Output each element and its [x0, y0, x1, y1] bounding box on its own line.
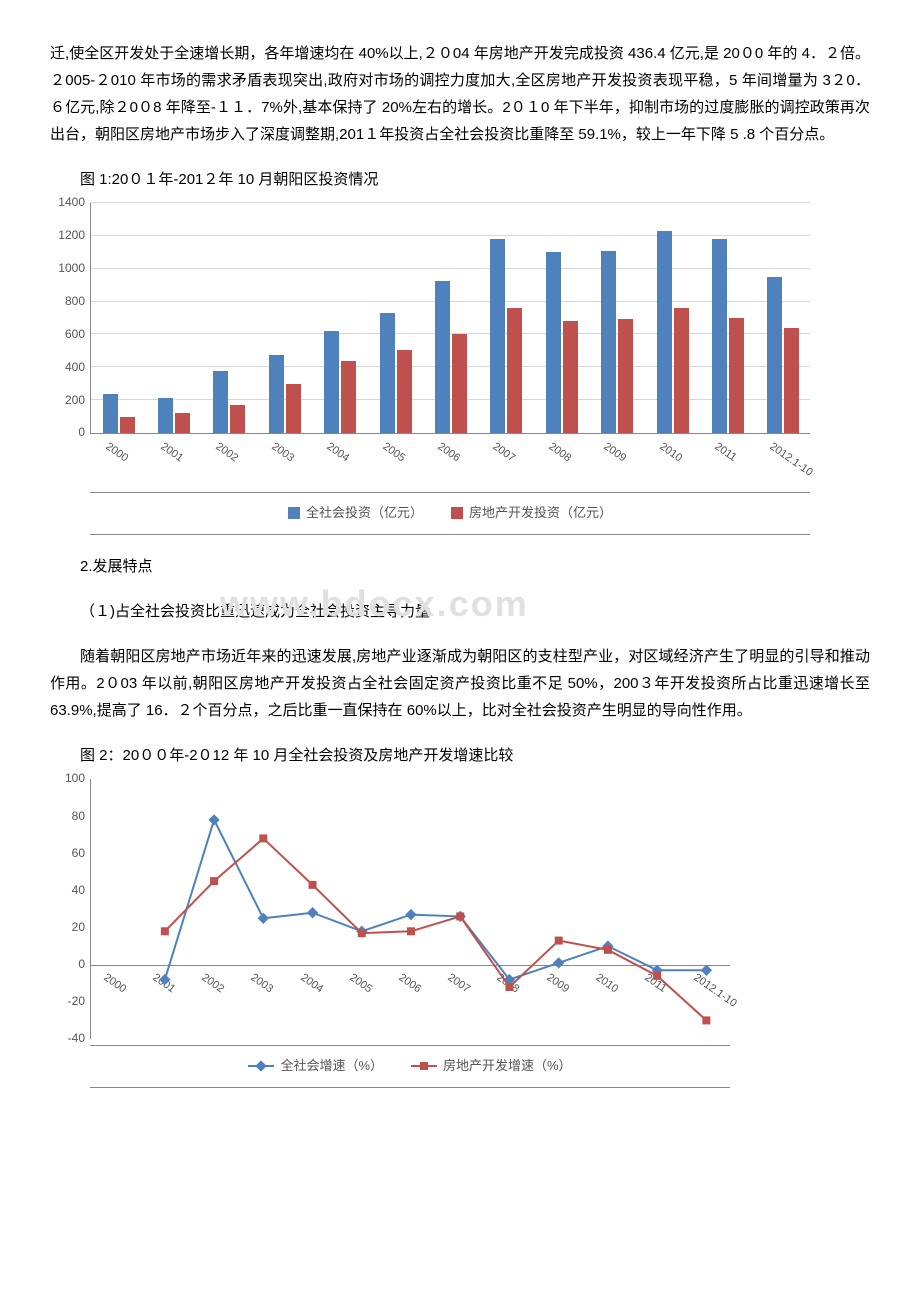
y-tick: 600 [51, 324, 85, 346]
x-label: 2012.1-10 [765, 438, 817, 483]
bar [674, 308, 689, 433]
chart2-container: -40-200204060801002000200120022003200420… [50, 779, 870, 1088]
legend-item: 房地产开发投资（亿元） [451, 501, 612, 524]
y-tick: 0 [51, 422, 85, 444]
bar-x-labels: 2000 2001 2002 2003 2004 2005 2006 2007 2008 2009… [90, 438, 810, 486]
chart1-container: 0200400600800100012001400 20002001200220… [50, 203, 870, 535]
line-legend: 全社会增速（%） 房地产开发增速（%） [90, 1045, 730, 1088]
bar [490, 239, 505, 433]
bar [158, 398, 173, 433]
y-tick: 200 [51, 389, 85, 411]
bar [657, 231, 672, 433]
bar [103, 394, 118, 433]
bar [784, 328, 799, 433]
legend-item: 全社会投资（亿元） [288, 501, 423, 524]
bar [729, 318, 744, 433]
bar [712, 239, 727, 433]
y-tick: 20 [55, 917, 85, 939]
legend-item: 房地产开发增速（%） [411, 1054, 572, 1077]
x-label: 2010 [654, 438, 685, 468]
y-tick: 100 [55, 768, 85, 790]
line-plot-area: -40-200204060801002000200120022003200420… [90, 779, 730, 1039]
bar [767, 277, 782, 433]
x-label: 2002 [211, 438, 242, 468]
bar [507, 308, 522, 433]
bar [286, 384, 301, 433]
bar [563, 321, 578, 433]
x-label: 2006 [433, 438, 464, 468]
bar [435, 281, 450, 433]
figure1-title: 图 1:20０１年-201２年 10 月朝阳区投资情况 [50, 166, 870, 193]
section2-sub-text: （１)占全社会投资比重迅速成为全社会投资主导力量 [80, 603, 430, 620]
bar [397, 350, 412, 433]
x-label: 2009 [599, 438, 630, 468]
x-label: 2005 [377, 438, 408, 468]
y-tick: 60 [55, 843, 85, 865]
bar [175, 413, 190, 433]
bar [452, 334, 467, 433]
x-label: 2004 [322, 438, 353, 468]
bar-plot-area: 0200400600800100012001400 [90, 203, 810, 434]
x-label: 2001 [156, 438, 187, 468]
y-tick: -20 [55, 991, 85, 1013]
y-tick: -40 [55, 1028, 85, 1050]
y-tick: 40 [55, 880, 85, 902]
bar [120, 417, 135, 433]
x-label: 2011 [710, 438, 741, 468]
bar [324, 331, 339, 433]
x-label: 2003 [266, 438, 297, 468]
bar [618, 319, 633, 433]
y-tick: 0 [55, 954, 85, 976]
line-svg [91, 779, 731, 1039]
y-tick: 1400 [51, 192, 85, 214]
y-tick: 1200 [51, 225, 85, 247]
section2-subheading: www.bdocx.com （１)占全社会投资比重迅速成为全社会投资主导力量 [50, 598, 870, 625]
section2-heading: 2.发展特点 [50, 553, 870, 580]
bar [601, 251, 616, 433]
figure2-title: 图 2：20００年-2０12 年 10 月全社会投资及房地产开发增速比较 [50, 742, 870, 769]
bar [213, 371, 228, 433]
bar-chart: 0200400600800100012001400 20002001200220… [90, 203, 810, 535]
bar-legend: 全社会投资（亿元） 房地产开发投资（亿元） [90, 492, 810, 535]
y-tick: 1000 [51, 258, 85, 280]
bar [269, 355, 284, 433]
legend-item: 全社会增速（%） [248, 1054, 383, 1077]
y-tick: 400 [51, 357, 85, 379]
x-label: 2008 [543, 438, 574, 468]
x-label: 2007 [488, 438, 519, 468]
line-chart: -40-200204060801002000200120022003200420… [90, 779, 730, 1088]
bar [546, 252, 561, 433]
x-label: 2000 [100, 438, 131, 468]
bar [341, 361, 356, 433]
y-tick: 800 [51, 291, 85, 313]
bar [230, 405, 245, 433]
paragraph-2: 随着朝阳区房地产市场近年来的迅速发展,房地产业逐渐成为朝阳区的支柱型产业，对区域… [50, 643, 870, 724]
y-tick: 80 [55, 805, 85, 827]
bar [380, 313, 395, 433]
paragraph-intro: 迁,使全区开发处于全速增长期，各年增速均在 40%以上,２０04 年房地产开发完… [50, 40, 870, 148]
